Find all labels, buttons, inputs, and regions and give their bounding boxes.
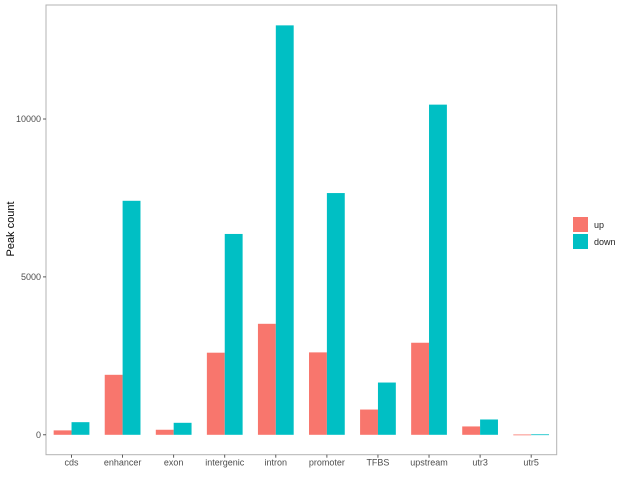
bar-down-intergenic xyxy=(224,233,243,435)
bar-down-intron xyxy=(275,25,294,435)
bar-up-utr3 xyxy=(462,426,481,435)
bar-up-enhancer xyxy=(104,374,123,435)
x-tick-label: TFBS xyxy=(366,458,389,468)
bar-up-utr5 xyxy=(513,434,532,436)
bar-up-intergenic xyxy=(206,352,225,435)
bar-down-utr3 xyxy=(480,419,498,435)
bar-up-promoter xyxy=(309,352,327,435)
bar-up-exon xyxy=(155,429,174,435)
x-tick-label: intron xyxy=(265,458,288,468)
bar-down-exon xyxy=(173,422,192,435)
x-tick-label: utr3 xyxy=(472,458,488,468)
y-tick-label: 10000 xyxy=(16,114,41,124)
bar-down-promoter xyxy=(326,193,345,435)
bar-up-intron xyxy=(257,323,276,435)
legend-label-down: down xyxy=(594,237,616,247)
y-axis-label: Peak count xyxy=(5,201,17,256)
x-tick-label: promoter xyxy=(309,458,345,468)
legend-key-down xyxy=(573,234,588,249)
bar-down-upstream xyxy=(429,104,447,435)
bar-down-utr5 xyxy=(531,434,550,436)
legend-key-up xyxy=(573,217,588,232)
bar-down-cds xyxy=(71,422,90,435)
x-tick-label: cds xyxy=(65,458,80,468)
x-tick-label: intergenic xyxy=(205,458,245,468)
legend-label-up: up xyxy=(594,220,604,230)
x-tick-label: enhancer xyxy=(104,458,142,468)
bar-down-TFBS xyxy=(377,382,396,435)
bar-up-upstream xyxy=(411,342,430,435)
x-tick-label: exon xyxy=(164,458,184,468)
bar-down-enhancer xyxy=(122,200,141,435)
x-tick-label: upstream xyxy=(410,458,448,468)
bar-up-cds xyxy=(53,430,72,435)
y-tick-label: 5000 xyxy=(21,272,41,282)
y-tick-label: 0 xyxy=(36,430,41,440)
bar-up-TFBS xyxy=(360,409,378,435)
x-tick-label: utr5 xyxy=(523,458,539,468)
